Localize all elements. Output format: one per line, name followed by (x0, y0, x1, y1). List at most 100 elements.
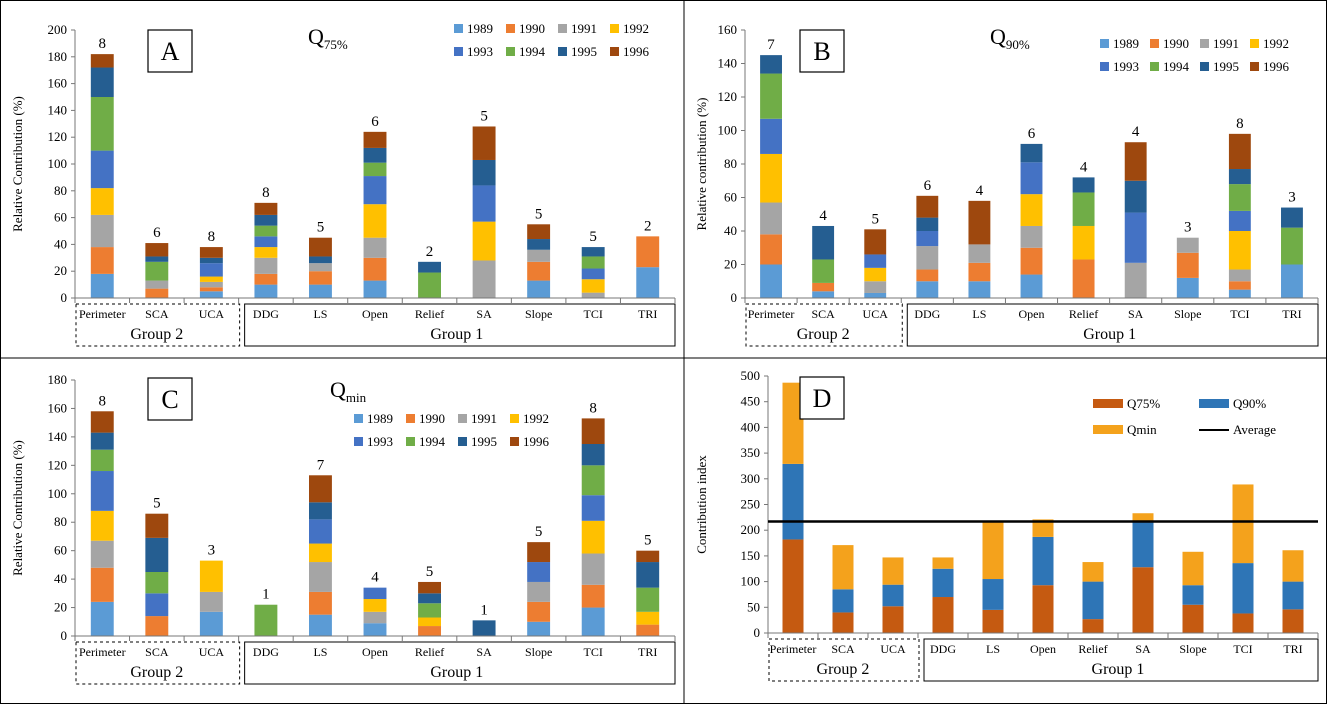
legend-label-1996: 1996 (523, 434, 550, 449)
y-tick-label: 200 (48, 22, 68, 37)
legend-swatch-1996 (510, 437, 519, 446)
y-tick-label: 140 (48, 102, 68, 117)
y-tick-label: 50 (747, 599, 760, 614)
legend-label-1989: 1989 (367, 411, 393, 426)
x-tick-label-tri: TRI (638, 307, 657, 321)
total-label-tri: 2 (644, 218, 652, 234)
x-tick-label-open: Open (1019, 307, 1045, 321)
x-tick-label-slope: Slope (525, 307, 552, 321)
bar-sca-1990 (812, 282, 835, 292)
bar-relief-qmin (1082, 562, 1104, 582)
total-label-open: 6 (371, 114, 379, 130)
legend-swatch-1996 (1250, 62, 1259, 71)
bar-sa-1991 (472, 260, 496, 298)
total-label-slope: 3 (1184, 220, 1192, 236)
bar-sca-1995 (145, 256, 169, 262)
legend-swatch-1989 (1100, 39, 1109, 48)
bar-tri-1989 (1281, 264, 1303, 298)
y-axis-label: Relative Contribution (%) (10, 440, 25, 576)
x-tick-label-sca: SCA (145, 645, 169, 659)
bar-tri-1995 (1281, 207, 1303, 228)
bar-ddg-qmin (932, 557, 954, 569)
x-tick-label-ls: LS (972, 307, 986, 321)
bar-slope-1989 (527, 280, 551, 298)
bar-ls-1995 (309, 502, 332, 520)
bar-ddg-1996 (916, 195, 939, 218)
total-label-relief: 4 (1080, 159, 1088, 175)
y-tick-label: 20 (54, 600, 67, 615)
bar-slope-qmin (1182, 551, 1204, 586)
bar-uca-1995 (199, 257, 223, 264)
bar-uca-1992 (864, 267, 887, 282)
total-label-ls: 5 (317, 220, 325, 236)
bar-perimeter-1993 (90, 150, 114, 189)
bar-open-1995 (1020, 143, 1043, 163)
bar-uca-1993 (199, 263, 223, 277)
x-tick-label-tci: TCI (584, 307, 603, 321)
bar-tci-1995 (581, 247, 605, 257)
bar-relief-1992 (1072, 225, 1095, 260)
x-tick-label-tri: TRI (638, 645, 657, 659)
bar-sca-q90pct (832, 589, 854, 613)
bar-sa-1995 (472, 159, 496, 186)
bar-sca-1993 (145, 593, 169, 617)
chart-title: Q75% (308, 24, 348, 52)
y-tick-label: 40 (724, 223, 737, 238)
legend-label-1992: 1992 (523, 411, 549, 426)
bar-perimeter-1994 (760, 73, 782, 119)
bar-perimeter-1993 (90, 471, 114, 511)
legend-swatch-1993 (454, 47, 463, 56)
bar-perimeter-1995 (90, 432, 114, 450)
bar-perimeter-1990 (760, 234, 782, 265)
bar-uca-1990 (199, 287, 223, 292)
bar-relief-1994 (418, 272, 441, 298)
y-tick-label: 80 (724, 156, 737, 171)
bar-uca-1989 (199, 611, 223, 636)
legend-label-1994: 1994 (519, 44, 546, 59)
bar-sca-1994 (812, 259, 835, 283)
y-tick-label: 500 (741, 368, 761, 383)
legend-label-1991: 1991 (1213, 36, 1239, 51)
bar-ddg-1995 (254, 214, 278, 226)
bar-sa-qmin (1132, 513, 1154, 521)
legend-label-qmin: Qmin (1127, 422, 1157, 437)
panel-letter: D (813, 384, 832, 413)
bar-tci-1991 (1228, 269, 1251, 282)
y-tick-label: 250 (741, 497, 761, 512)
bar-slope-1995 (527, 239, 551, 250)
y-tick-label: 140 (48, 429, 68, 444)
group-2-label: Group 2 (817, 661, 870, 678)
bar-ddg-1989 (916, 281, 939, 298)
bar-ddg-1992 (254, 247, 278, 258)
bar-relief-1996 (418, 581, 441, 594)
legend-swatch-1989 (454, 24, 463, 33)
total-label-sa: 1 (480, 602, 488, 618)
legend-label-1989: 1989 (1113, 36, 1139, 51)
legend-swatch-1995 (1200, 62, 1209, 71)
total-label-tri: 3 (1288, 190, 1296, 206)
legend-swatch-1993 (354, 437, 363, 446)
legend-label-q75pct: Q75% (1127, 396, 1160, 411)
y-tick-label: 0 (731, 290, 738, 305)
bar-tci-1993 (1228, 210, 1251, 231)
y-tick-label: 160 (48, 76, 68, 91)
total-label-relief: 5 (426, 564, 434, 580)
y-tick-label: 300 (741, 471, 761, 486)
total-label-perimeter: 8 (99, 393, 107, 409)
bar-tri-1994 (636, 587, 660, 612)
bar-ddg-1994 (254, 225, 278, 237)
bar-slope-1991 (1176, 237, 1199, 253)
legend-swatch-1992 (1250, 39, 1259, 48)
bar-ddg-1996 (254, 202, 278, 215)
bar-tci-1992 (581, 279, 605, 293)
bar-tci-1996 (1228, 133, 1251, 170)
bar-ls-qmin (982, 520, 1004, 580)
y-axis-label: Relative Contribution (%) (10, 96, 25, 232)
bar-open-1989 (363, 280, 387, 298)
bar-open-1992 (363, 599, 387, 612)
bar-slope-1990 (527, 601, 551, 622)
legend-label-1990: 1990 (419, 411, 445, 426)
legend-label-1994: 1994 (419, 434, 446, 449)
bar-uca-qmin (882, 557, 904, 585)
